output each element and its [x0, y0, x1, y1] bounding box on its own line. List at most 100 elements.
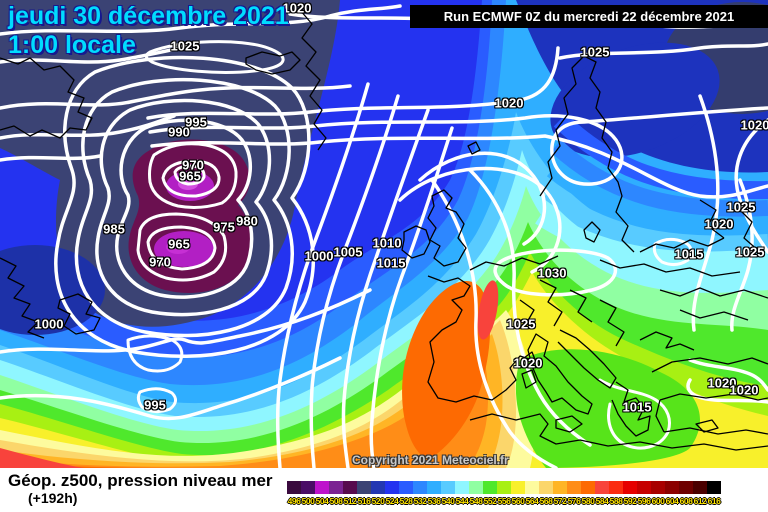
legend-item: 504	[315, 481, 329, 506]
legend-item: 576	[567, 481, 581, 506]
legend-item: 608	[679, 481, 693, 506]
legend-value: 524	[385, 496, 399, 506]
legend-item: 556	[497, 481, 511, 506]
valid-date: jeudi 30 décembre 2021 1:00 locale	[8, 2, 289, 60]
legend-value: 604	[665, 496, 679, 506]
legend-item: 552	[483, 481, 497, 506]
legend-item: 604	[665, 481, 679, 506]
legend-swatch	[427, 481, 441, 494]
legend-swatch	[441, 481, 455, 494]
legend-value: 568	[539, 496, 553, 506]
legend-item: 536	[427, 481, 441, 506]
copyright-notice: Copyright 2021 Meteociel.fr	[352, 453, 509, 467]
legend-item: 564	[525, 481, 539, 506]
legend-item: 512	[343, 481, 357, 506]
legend-swatch	[679, 481, 693, 494]
legend-swatch	[567, 481, 581, 494]
legend-value: 536	[427, 496, 441, 506]
model-run-banner: Run ECMWF 0Z du mercredi 22 décembre 202…	[410, 5, 768, 28]
legend-value: 564	[525, 496, 539, 506]
legend-swatch	[469, 481, 483, 494]
legend-item: 520	[371, 481, 385, 506]
legend-value: 548	[469, 496, 483, 506]
legend-item: 612	[693, 481, 707, 506]
legend-item: 572	[553, 481, 567, 506]
legend-value: 608	[679, 496, 693, 506]
legend-value: 572	[553, 496, 567, 506]
legend-swatch	[343, 481, 357, 494]
legend-swatch	[637, 481, 651, 494]
legend-item: 540	[441, 481, 455, 506]
legend-value: 500	[301, 496, 315, 506]
legend-item: 588	[609, 481, 623, 506]
legend-swatch	[413, 481, 427, 494]
legend-item: 580	[581, 481, 595, 506]
weather-map	[0, 0, 768, 468]
legend-value: 532	[413, 496, 427, 506]
legend-swatch	[553, 481, 567, 494]
legend-item: 496	[287, 481, 301, 506]
legend-swatch	[497, 481, 511, 494]
legend-swatch	[483, 481, 497, 494]
legend-swatch	[707, 481, 721, 494]
legend-item: 500	[301, 481, 315, 506]
legend-value: 544	[455, 496, 469, 506]
legend-swatch	[539, 481, 553, 494]
map-area: 1025 1020 995 990 970 965 985 975 980 965 970 1000 1…	[0, 0, 768, 468]
legend-swatch	[371, 481, 385, 494]
legend-swatch	[455, 481, 469, 494]
legend-item: 528	[399, 481, 413, 506]
chart-title: Géop. z500, pression niveau mer	[8, 471, 273, 490]
legend-value: 612	[693, 496, 707, 506]
legend-value: 576	[567, 496, 581, 506]
legend-value: 588	[609, 496, 623, 506]
legend-swatch	[609, 481, 623, 494]
legend-value: 540	[441, 496, 455, 506]
legend-swatch	[357, 481, 371, 494]
legend-swatch	[525, 481, 539, 494]
legend-item: 532	[413, 481, 427, 506]
legend-value: 504	[315, 496, 329, 506]
legend-item: 568	[539, 481, 553, 506]
legend-swatch	[693, 481, 707, 494]
legend-swatch	[315, 481, 329, 494]
legend-value: 496	[287, 496, 301, 506]
legend-item: 516	[357, 481, 371, 506]
legend-value: 584	[595, 496, 609, 506]
legend-value: 528	[399, 496, 413, 506]
legend-item: 592	[623, 481, 637, 506]
legend-value: 580	[581, 496, 595, 506]
valid-date-line2: 1:00 locale	[8, 31, 136, 59]
legend-item: 544	[455, 481, 469, 506]
legend-swatch	[511, 481, 525, 494]
legend-swatch	[651, 481, 665, 494]
legend-swatch	[301, 481, 315, 494]
legend-swatch	[287, 481, 301, 494]
legend-swatch	[581, 481, 595, 494]
legend-swatch	[329, 481, 343, 494]
legend-item: 600	[651, 481, 665, 506]
legend-value: 560	[511, 496, 525, 506]
legend-value: 600	[651, 496, 665, 506]
legend-value: 512	[343, 496, 357, 506]
legend-value: 616	[707, 496, 721, 506]
legend-swatch	[665, 481, 679, 494]
legend-swatch	[623, 481, 637, 494]
footer-bar: Géop. z500, pression niveau mer (+192h) …	[0, 468, 768, 512]
legend-value: 516	[357, 496, 371, 506]
legend-item: 524	[385, 481, 399, 506]
legend-value: 596	[637, 496, 651, 506]
model-run-label: Run ECMWF 0Z du mercredi 22 décembre 202…	[443, 9, 735, 24]
legend-value: 556	[497, 496, 511, 506]
legend-value: 552	[483, 496, 497, 506]
legend-item: 548	[469, 481, 483, 506]
valid-date-line1: jeudi 30 décembre 2021	[8, 2, 289, 30]
legend-item: 560	[511, 481, 525, 506]
legend-item: 616	[707, 481, 721, 506]
legend-value: 508	[329, 496, 343, 506]
color-scale-legend: 496 500 504 508 512 516 520 524 528 532 536 540 544 5…	[287, 481, 721, 506]
forecast-hour: (+192h)	[28, 490, 78, 506]
legend-swatch	[595, 481, 609, 494]
legend-value: 520	[371, 496, 385, 506]
